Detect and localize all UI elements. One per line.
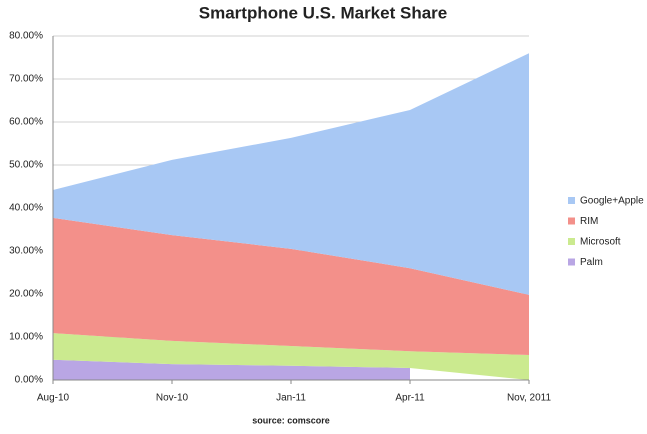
y-tick-label: 10.00% [9,332,43,343]
y-tick-label: 40.00% [9,203,43,214]
source-note: source: comscore [252,415,330,425]
area [53,53,529,295]
legend-label: Palm [580,257,603,268]
y-tick-label: 30.00% [9,246,43,257]
legend-label: Google+Apple [580,196,644,207]
x-tick-label: Apr-11 [395,393,425,404]
y-tick-label: 20.00% [9,289,43,300]
y-tick-label: 0.00% [15,375,43,386]
chart-title: Smartphone U.S. Market Share [199,3,447,22]
area [53,333,529,380]
legend-swatch [568,217,575,225]
area [53,217,529,356]
x-tick-label: Nov, 2011 [507,393,552,404]
x-tick-label: Aug-10 [37,393,70,404]
y-tick-label: 80.00% [9,31,43,42]
y-tick-label: 60.00% [9,117,43,128]
x-tick-label: Nov-10 [156,393,189,404]
legend-label: Microsoft [580,237,621,248]
legend-swatch [568,197,575,204]
legend-label: RIM [580,216,598,227]
legend-swatch [568,238,575,245]
y-tick-label: 70.00% [9,74,43,85]
area [53,359,410,380]
x-tick-label: Jan-11 [276,393,306,404]
legend-swatch [568,258,575,266]
y-tick-label: 50.00% [9,160,43,171]
